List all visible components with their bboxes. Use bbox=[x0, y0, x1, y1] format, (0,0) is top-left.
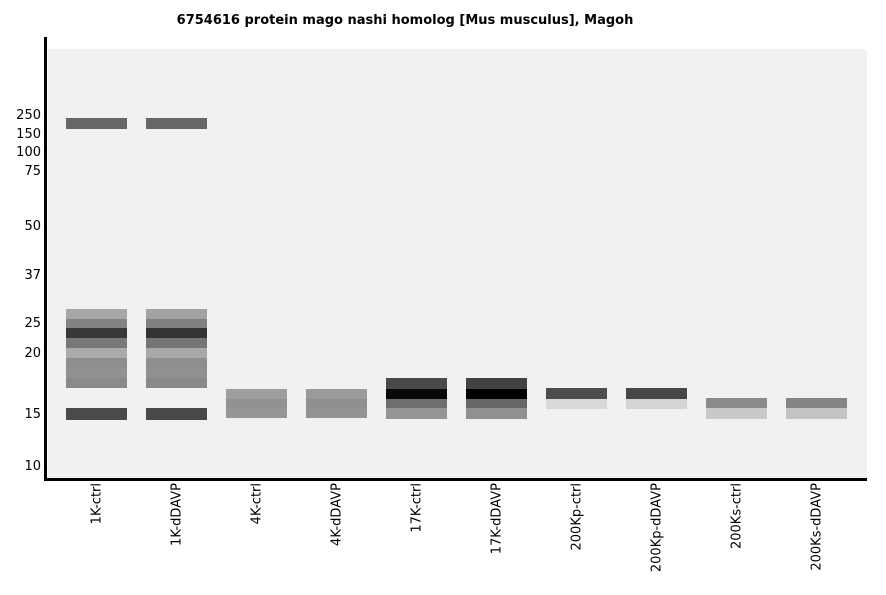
gel-band bbox=[66, 338, 127, 348]
y-tick-label: 20 bbox=[24, 346, 41, 361]
gel-band bbox=[146, 309, 207, 319]
gel-band bbox=[386, 399, 447, 408]
gel-band bbox=[786, 408, 847, 419]
gel-band bbox=[546, 388, 607, 399]
x-tick-label: 1K-ctrl bbox=[89, 483, 104, 525]
x-tick-label: 4K-ctrl bbox=[249, 483, 264, 525]
y-tick-label: 75 bbox=[24, 164, 41, 179]
gel-band bbox=[66, 118, 127, 129]
gel-band bbox=[306, 399, 367, 408]
x-tick-label: 4K-dDAVP bbox=[329, 483, 344, 546]
x-tick-label: 200Kp-dDAVP bbox=[649, 483, 664, 573]
gel-band bbox=[66, 348, 127, 358]
gel-band bbox=[66, 358, 127, 368]
x-tick-label: 200Kp-ctrl bbox=[569, 483, 584, 551]
gel-band bbox=[466, 389, 527, 399]
gel-band bbox=[146, 319, 207, 328]
chart-title: 6754616 protein mago nashi homolog [Mus … bbox=[176, 13, 634, 28]
y-tick-label: 10 bbox=[24, 459, 41, 474]
gel-band bbox=[146, 328, 207, 338]
gel-band bbox=[786, 398, 847, 408]
gel-band bbox=[306, 408, 367, 418]
gel-band bbox=[226, 399, 287, 408]
gel-band bbox=[386, 389, 447, 399]
gel-band bbox=[546, 399, 607, 409]
gel-band bbox=[146, 348, 207, 358]
gel-band bbox=[626, 388, 687, 399]
y-tick-label: 37 bbox=[24, 268, 41, 283]
gel-band bbox=[146, 338, 207, 348]
gel-band bbox=[146, 408, 207, 420]
y-tick-label: 100 bbox=[16, 145, 41, 160]
gel-band bbox=[146, 358, 207, 368]
gel-band bbox=[66, 319, 127, 328]
x-tick-label: 1K-dDAVP bbox=[169, 483, 184, 546]
y-tick-label: 50 bbox=[24, 219, 41, 234]
gel-band bbox=[66, 408, 127, 420]
gel-band bbox=[146, 378, 207, 388]
x-tick-label: 17K-ctrl bbox=[409, 483, 424, 533]
gel-band bbox=[386, 378, 447, 389]
x-tick-label: 200Ks-ctrl bbox=[729, 483, 744, 550]
gel-band bbox=[146, 118, 207, 129]
gel-band bbox=[706, 398, 767, 408]
gel-band bbox=[66, 368, 127, 378]
x-tick-label: 200Ks-dDAVP bbox=[809, 483, 824, 571]
gel-band bbox=[466, 399, 527, 408]
gel-band bbox=[626, 399, 687, 409]
y-axis-line bbox=[44, 37, 47, 481]
gel-band bbox=[66, 378, 127, 388]
gel-band bbox=[66, 328, 127, 338]
gel-band bbox=[706, 408, 767, 419]
x-tick-label: 17K-dDAVP bbox=[489, 483, 504, 555]
gel-band bbox=[226, 408, 287, 418]
gel-band bbox=[466, 408, 527, 419]
gel-band bbox=[306, 389, 367, 399]
gel-band bbox=[386, 408, 447, 419]
y-tick-label: 15 bbox=[24, 407, 41, 422]
y-tick-label: 250 bbox=[16, 108, 41, 123]
y-tick-label: 25 bbox=[24, 316, 41, 331]
gel-band bbox=[466, 378, 527, 389]
x-axis-line bbox=[44, 478, 867, 481]
gel-band bbox=[146, 368, 207, 378]
y-tick-label: 150 bbox=[16, 127, 41, 142]
gel-band bbox=[66, 309, 127, 319]
gel-band bbox=[226, 389, 287, 399]
